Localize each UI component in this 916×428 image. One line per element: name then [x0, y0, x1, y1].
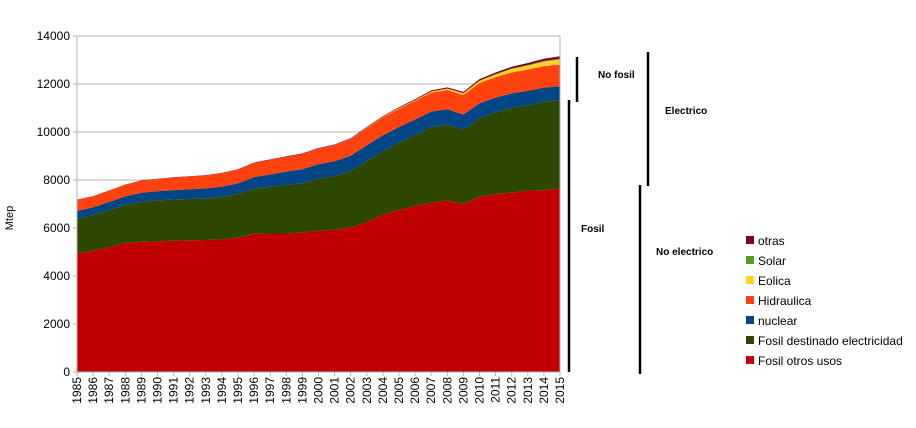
- legend-label: otras: [758, 234, 785, 248]
- x-tick-label: 1997: [263, 377, 277, 404]
- legend-label: Fosil destinado electricidad: [758, 334, 903, 348]
- x-tick-label: 2006: [408, 377, 422, 404]
- x-tick-label: 2005: [392, 377, 406, 404]
- legend-label: Solar: [758, 254, 786, 268]
- x-tick-label: 2003: [360, 377, 374, 404]
- x-tick-label: 1993: [199, 377, 213, 404]
- x-tick-label: 1989: [134, 377, 148, 404]
- legend-label: Fosil otros usos: [758, 354, 842, 368]
- legend-swatch: [746, 296, 754, 304]
- x-tick-label: 2004: [376, 377, 390, 404]
- x-tick-label: 2010: [473, 377, 487, 404]
- x-tick-label: 1996: [247, 377, 261, 404]
- x-tick-label: 1991: [167, 377, 181, 404]
- x-tick-label: 2009: [456, 377, 470, 404]
- legend-swatch: [746, 276, 754, 284]
- x-tick-label: 1985: [70, 377, 84, 404]
- bracket-annotations: No fosil Electrico Fosil No electrico: [567, 52, 713, 374]
- x-tick-label: 2007: [424, 377, 438, 404]
- x-tick-label: 2012: [505, 377, 519, 404]
- y-tick-label: 8000: [43, 173, 70, 187]
- x-tick-label: 2008: [440, 377, 454, 404]
- x-tick-label: 1988: [118, 377, 132, 404]
- legend-label: Hidraulica: [758, 294, 812, 308]
- x-tick-label: 1992: [183, 377, 197, 404]
- x-tick-labels: 1985 1986 1987 1988 1989 1990 1991 1992 1993 1994…: [70, 372, 567, 404]
- y-tick-label: 14000: [37, 29, 71, 43]
- x-tick-label: 1998: [279, 377, 293, 404]
- y-tick-label: 10000: [37, 125, 71, 139]
- x-tick-label: 1990: [151, 377, 165, 404]
- x-tick-label: 2015: [553, 377, 567, 404]
- y-tick-label: 4000: [43, 269, 70, 283]
- x-tick-label: 1994: [215, 377, 229, 404]
- area-series-group: [77, 56, 560, 372]
- x-tick-label: 2014: [537, 377, 551, 404]
- legend-label: Eolica: [758, 274, 791, 288]
- x-tick-label: 1986: [86, 377, 100, 404]
- legend: otras Solar Eolica Hidraulica nuclear Fosil d…: [746, 234, 903, 368]
- bracket-label: Electrico: [665, 106, 707, 117]
- y-tick-label: 2000: [43, 317, 70, 331]
- x-tick-label: 1999: [295, 377, 309, 404]
- x-tick-label: 2002: [344, 377, 358, 404]
- y-tick-label: 6000: [43, 221, 70, 235]
- x-tick-label: 1995: [231, 377, 245, 404]
- x-tick-label: 2013: [521, 377, 535, 404]
- bracket-label: No fosil: [598, 70, 635, 81]
- y-tick-label: 0: [63, 365, 70, 379]
- area-series-nuclear: [77, 86, 560, 219]
- bracket-label: No electrico: [656, 247, 713, 258]
- legend-label: nuclear: [758, 314, 797, 328]
- area-series-hidraulica: [77, 64, 560, 211]
- legend-swatch: [746, 316, 754, 324]
- x-tick-label: 1987: [102, 377, 116, 404]
- legend-swatch: [746, 336, 754, 344]
- legend-swatch: [746, 256, 754, 264]
- x-tick-label: 2001: [328, 377, 342, 404]
- bracket-label: Fosil: [581, 224, 605, 235]
- legend-swatch: [746, 356, 754, 364]
- area-series-fosil-otros-usos: [77, 188, 560, 372]
- x-tick-label: 2000: [312, 377, 326, 404]
- y-tick-labels: 0 2000 4000 6000 8000 10000 12000 14000: [37, 29, 77, 379]
- x-tick-label: 2011: [489, 377, 503, 403]
- legend-swatch: [746, 236, 754, 244]
- area-series-fosil-destinado-electricidad: [77, 100, 560, 254]
- y-tick-label: 12000: [37, 77, 71, 91]
- y-axis-label: Mtep: [4, 206, 16, 230]
